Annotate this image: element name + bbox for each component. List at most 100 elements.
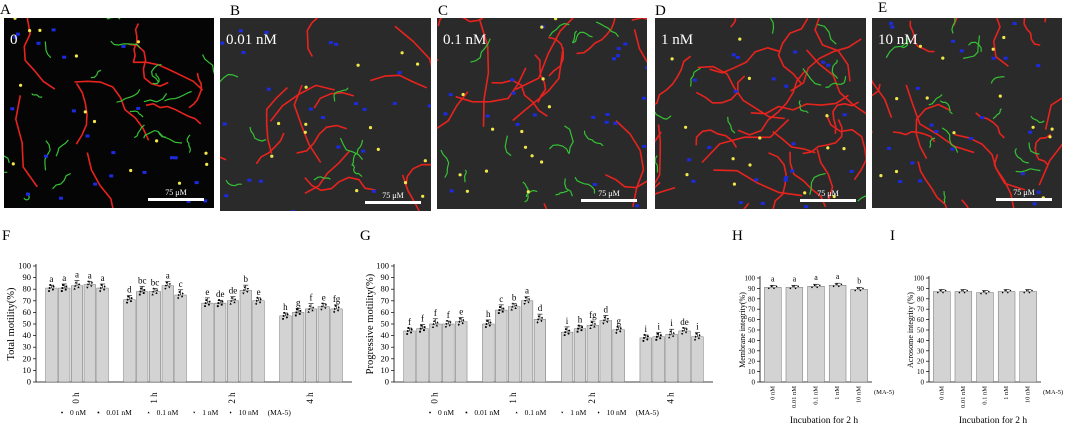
dot-marker [619,330,622,333]
dot-marker [86,286,89,289]
dot-marker [770,285,773,288]
y-tick-label: 20 [917,358,925,366]
dot-marker [511,305,514,308]
y-tick-label: 10 [748,368,756,376]
dot-marker [642,339,645,342]
dot-marker [581,326,584,329]
dot-marker [502,307,505,310]
dot-marker [48,290,51,293]
significance-letter: c [499,294,503,304]
significance-letter: e [459,307,463,317]
dot-marker [859,289,862,292]
dot-marker [646,338,649,341]
dot-marker [655,338,658,341]
micrograph-a: 0 75 μM [4,18,214,208]
dot-marker [307,310,310,313]
significance-letter: a [75,270,79,280]
x-axis-label: Incubation for 2 h [959,415,1028,426]
dot-marker [429,411,431,414]
category-label: 4 h [666,392,676,404]
y-tick-label: 20 [23,353,32,363]
series-suffix: (MA-5) [1043,389,1063,396]
category-label: 10 nM [856,386,863,403]
dot-marker [295,311,298,314]
dot-marker [294,314,297,317]
dot-marker [541,316,544,320]
dot-marker [537,315,540,318]
dot-marker [164,284,168,287]
significance-letter: d [127,285,132,295]
dot-marker [619,327,622,330]
y-tick-label: 70 [381,295,390,305]
legend-label: 1 nM [202,408,218,417]
dot-marker [659,334,662,337]
dot-marker [181,292,184,295]
bar [58,287,71,383]
dot-marker [233,301,236,304]
y-tick-label: 20 [748,358,756,366]
y-tick-label: 30 [381,342,390,352]
dot-marker [958,291,961,294]
y-tick-label: 10 [917,368,925,376]
dot-marker [768,287,770,290]
dot-marker [485,322,488,326]
bar [149,291,161,383]
dot-marker [615,331,618,335]
dot-marker [242,292,245,295]
dot-marker [577,324,580,327]
significance-letter: h [283,302,288,312]
bar [416,328,429,383]
dot-marker [580,329,583,332]
significance-letter: c [179,279,183,289]
dot-marker [642,336,646,339]
dot-marker [147,411,150,414]
dot-marker [334,304,337,308]
y-tick-label: 40 [748,337,756,345]
dot-marker [77,283,81,286]
dot-marker [615,328,618,332]
category-label: 0 h [71,392,81,404]
category-label: 0.1 nM [812,386,819,405]
legend-label: 0 nM [438,408,454,417]
significance-letter: b [857,276,861,285]
bar [586,324,599,383]
sperm-tracks [4,18,214,208]
bar [403,330,416,383]
bar [495,309,508,383]
dot-marker [410,331,413,334]
dot-marker [230,299,233,302]
dot-marker [420,324,423,327]
dot-marker [789,287,792,290]
y-tick-label: 80 [748,295,756,303]
significance-letter: i [645,324,648,334]
dot-marker [462,318,465,322]
bar [1019,291,1037,383]
panel-letter-c: C [438,3,449,19]
dot-marker [1001,291,1004,294]
dot-marker [61,287,64,289]
dot-marker [840,283,843,286]
dot-marker [321,302,324,305]
y-tick-label: 10 [23,365,32,375]
dot-marker [484,325,487,329]
dot-marker [87,280,90,283]
legend-label: 0.01 nM [474,408,500,417]
dot-marker [838,285,840,288]
dot-marker [406,332,409,335]
bar [214,302,227,383]
dot-marker [449,321,452,324]
dot-marker [100,283,103,287]
dot-marker [103,285,106,288]
x-axis-label: Incubation for 2 h [790,415,859,426]
dot-marker [193,411,196,414]
y-tick-label: 30 [748,347,756,355]
significance-letter: a [166,271,170,281]
dot-marker [99,286,102,290]
dot-marker [168,283,172,286]
dot-marker [568,329,571,332]
dot-marker [229,302,232,305]
dot-marker [499,306,501,308]
dot-marker [606,321,609,324]
